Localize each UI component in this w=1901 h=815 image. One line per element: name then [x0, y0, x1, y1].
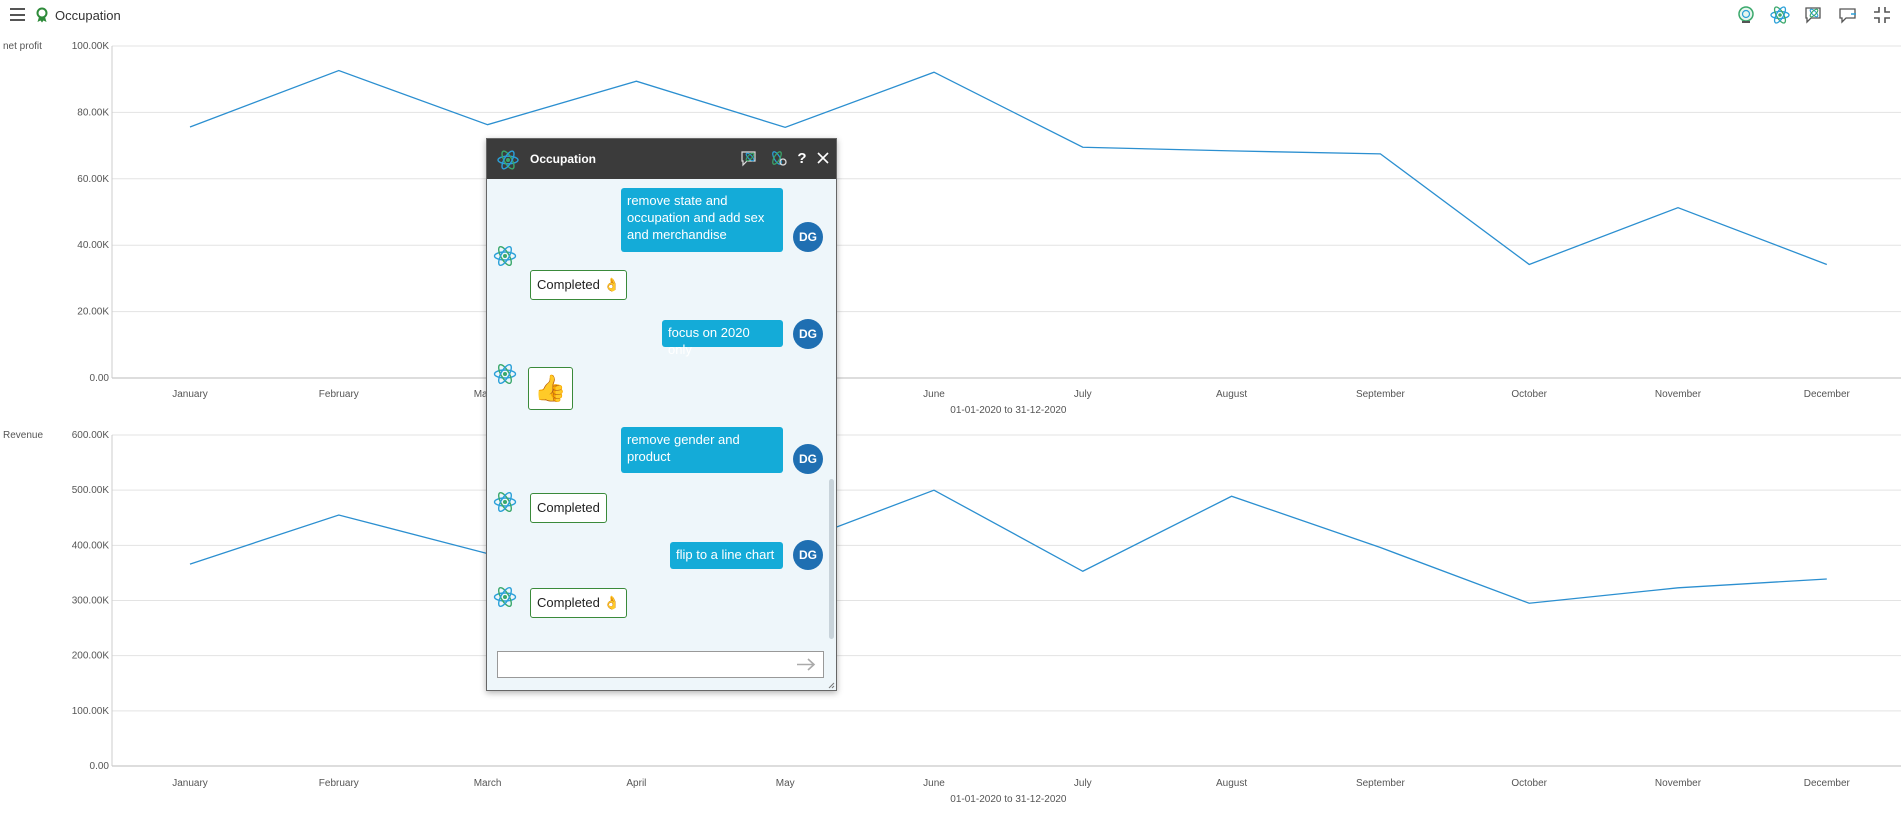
user-message: remove state and occupation and add sex …	[621, 188, 783, 252]
award-ribbon-icon	[36, 7, 48, 23]
charts-area: net profit 0.00 20.00K 40.00K 60.00K 80.00K 10…	[3, 41, 1901, 805]
x-tick-label: August	[1216, 389, 1247, 400]
x-tick-label: October	[1511, 778, 1547, 789]
atom-chat-icon[interactable]	[1803, 5, 1825, 25]
top-bar: Occupation	[0, 0, 1901, 30]
message-text: Completed	[537, 595, 600, 610]
y-tick-label: 0.00	[90, 761, 110, 772]
chat-icon[interactable]	[1837, 5, 1859, 25]
toolbar-icons	[1735, 5, 1893, 25]
send-arrow-icon[interactable]	[795, 656, 817, 673]
y-tick-label: 300.00K	[72, 596, 110, 607]
bot-atom-icon	[493, 491, 517, 513]
user-message: focus on 2020 only	[662, 320, 783, 357]
user-avatar: DG	[793, 444, 823, 474]
net-profit-chart: net profit 0.00 20.00K 40.00K 60.00K 80.00K 10…	[3, 41, 1901, 416]
date-range-label: 01-01-2020 to 31-12-2020	[950, 405, 1067, 416]
atom-settings-icon[interactable]	[768, 149, 788, 167]
y-tick-label: 60.00K	[77, 174, 109, 185]
x-tick-label: June	[923, 389, 945, 400]
chat-header[interactable]: Occupation ?	[487, 139, 836, 179]
message-text: Completed	[537, 500, 600, 515]
ok-hand-icon: 👌	[603, 595, 620, 610]
y-axis-label: Revenue	[3, 430, 43, 441]
series-line[interactable]	[189, 69, 1828, 266]
y-tick-label: 500.00K	[72, 485, 110, 496]
x-tick-label: March	[474, 778, 502, 789]
close-icon[interactable]	[816, 151, 830, 165]
globe-icon[interactable]	[1735, 5, 1757, 25]
x-tick-label: August	[1216, 778, 1247, 789]
x-tick-label: June	[923, 778, 945, 789]
y-tick-label: 400.00K	[72, 540, 110, 551]
user-message: flip to a line chart	[670, 542, 783, 569]
atom-icon[interactable]	[1769, 5, 1791, 25]
bot-message: 👍	[528, 367, 573, 410]
user-avatar: DG	[793, 540, 823, 570]
user-avatar: DG	[793, 319, 823, 349]
y-tick-label: 600.00K	[72, 430, 110, 441]
chat-title: Occupation	[530, 152, 597, 166]
x-tick-label: February	[319, 778, 359, 789]
y-tick-label: 80.00K	[77, 107, 109, 118]
user-message: remove gender and product	[621, 427, 783, 473]
message-text: flip to a line chart	[676, 547, 775, 562]
x-tick-label: January	[172, 389, 208, 400]
x-tick-label: September	[1356, 778, 1406, 789]
y-tick-label: 40.00K	[77, 240, 109, 251]
x-tick-label: February	[319, 389, 359, 400]
atom-chat-icon[interactable]	[740, 149, 760, 167]
bot-atom-icon	[493, 363, 517, 385]
revenue-chart: Revenue 0.00 100.00K 200.00K 300.00K 400.00K 5…	[3, 430, 1901, 805]
bot-message: Completed	[530, 493, 607, 523]
message-text: remove gender and product	[627, 432, 740, 464]
chat-panel: Occupation ? remove state and occupation…	[486, 138, 837, 691]
x-tick-label: May	[776, 778, 795, 789]
y-axis-label: net profit	[3, 41, 42, 52]
x-tick-label: January	[172, 778, 208, 789]
message-text: remove state and occupation and add sex …	[627, 193, 765, 242]
y-tick-label: 20.00K	[77, 307, 109, 318]
x-tick-label: December	[1804, 389, 1851, 400]
date-range-label: 01-01-2020 to 31-12-2020	[950, 794, 1067, 805]
x-tick-label: December	[1804, 778, 1851, 789]
chat-header-icons: ?	[740, 149, 830, 167]
chat-input[interactable]	[497, 651, 824, 678]
x-tick-label: October	[1511, 389, 1547, 400]
x-tick-label: September	[1356, 389, 1406, 400]
user-avatar: DG	[793, 222, 823, 252]
y-tick-label: 0.00	[90, 373, 110, 384]
series-line[interactable]	[189, 489, 1827, 604]
message-text: focus on 2020 only	[668, 325, 750, 357]
bot-atom-icon	[493, 586, 517, 608]
resize-grip-icon[interactable]	[828, 682, 835, 689]
y-tick-label: 100.00K	[72, 706, 110, 717]
hamburger-icon[interactable]	[10, 8, 25, 21]
bot-message: Completed 👌	[530, 588, 627, 618]
app-title: Occupation	[55, 8, 121, 23]
bot-atom-icon	[493, 245, 517, 267]
bot-message: Completed 👌	[530, 270, 627, 300]
thumbs-up-icon: 👍	[534, 373, 567, 403]
ok-hand-icon: 👌	[603, 277, 620, 292]
x-tick-label: November	[1655, 389, 1702, 400]
help-icon[interactable]: ?	[797, 149, 807, 167]
chat-scrollbar[interactable]	[829, 479, 834, 639]
atom-logo-icon	[497, 150, 519, 170]
x-tick-label: April	[626, 778, 646, 789]
message-text: Completed	[537, 277, 600, 292]
y-tick-label: 200.00K	[72, 651, 110, 662]
collapse-icon[interactable]	[1871, 5, 1893, 25]
x-tick-label: July	[1074, 389, 1092, 400]
x-tick-label: July	[1074, 778, 1092, 789]
x-tick-label: November	[1655, 778, 1702, 789]
y-tick-label: 100.00K	[72, 41, 110, 52]
